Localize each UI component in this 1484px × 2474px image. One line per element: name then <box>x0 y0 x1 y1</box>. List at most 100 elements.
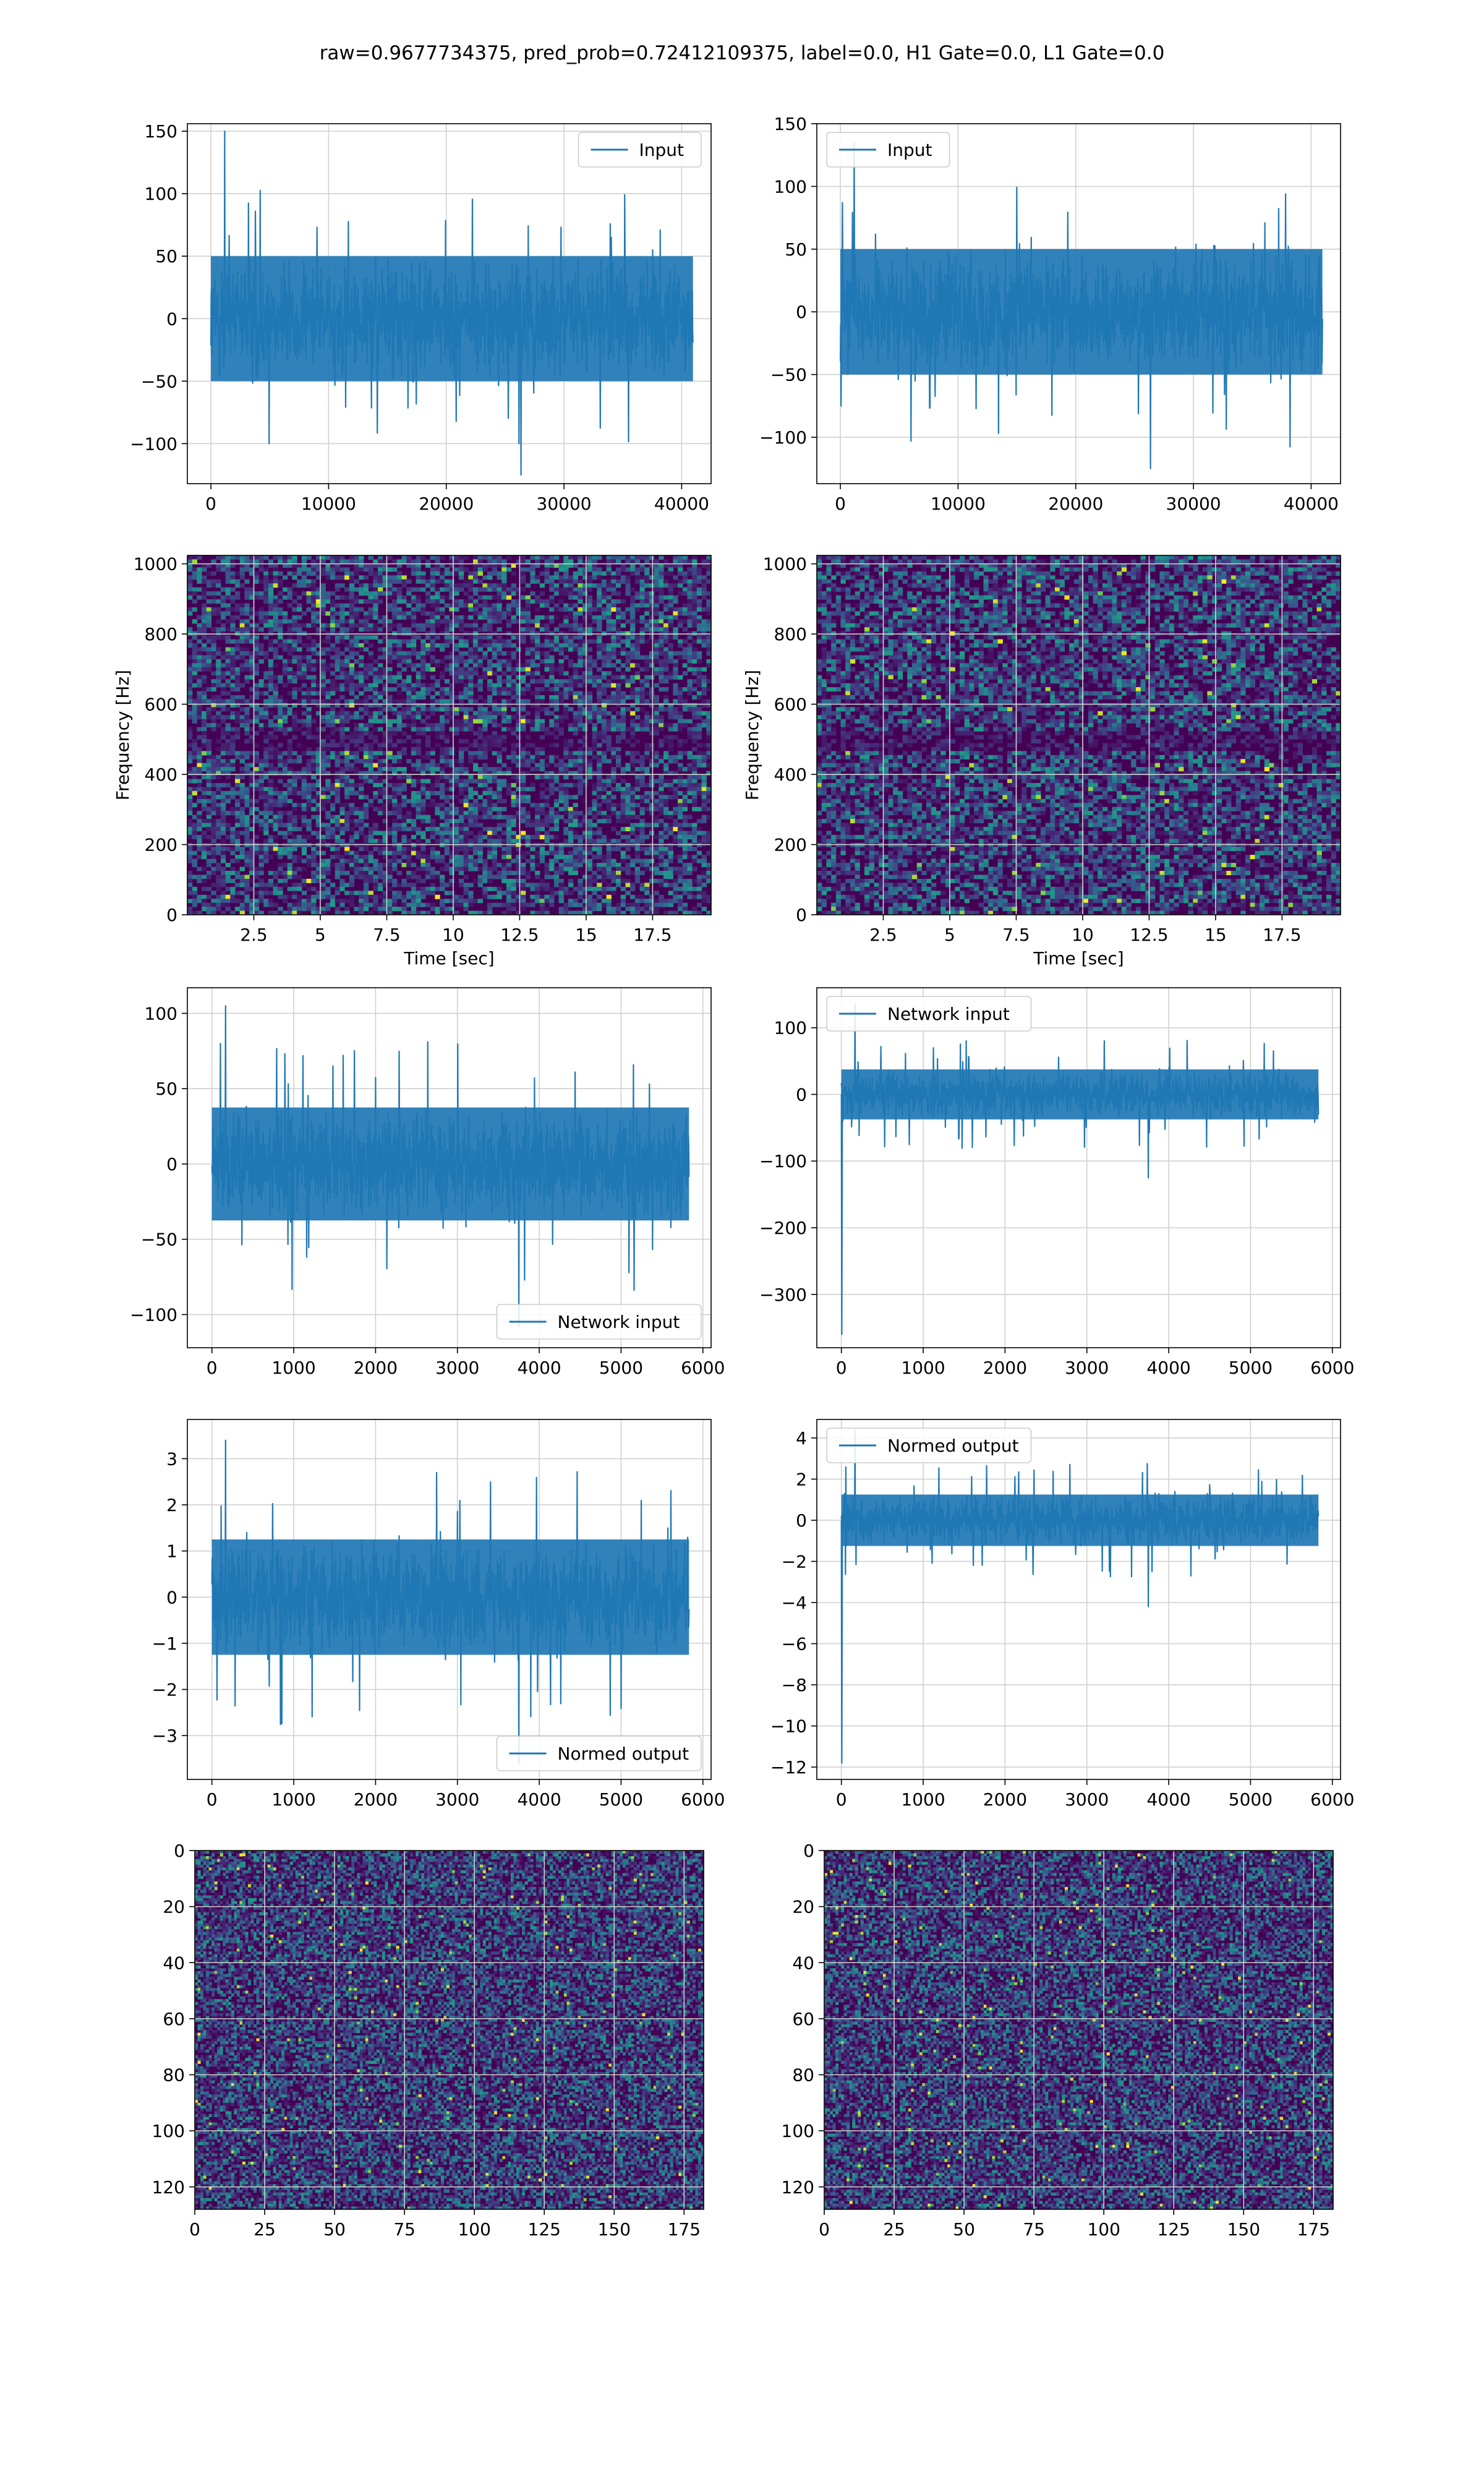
heatmap-cell <box>240 607 245 612</box>
heatmap-cell <box>344 715 349 719</box>
heatmap-cell <box>325 687 330 691</box>
heatmap-cell <box>202 767 207 771</box>
heatmap-cell <box>221 567 226 571</box>
heatmap-cell <box>425 755 430 760</box>
heatmap-cell <box>259 659 264 664</box>
heatmap-cell <box>554 763 559 768</box>
heatmap-cell <box>425 647 430 651</box>
heatmap-cell <box>344 815 349 820</box>
heatmap-cell <box>221 795 226 799</box>
heatmap-cell <box>307 759 312 763</box>
heatmap-cell <box>187 811 192 815</box>
heatmap-cell <box>640 727 645 732</box>
heatmap-cell <box>387 671 392 675</box>
heatmap-cell <box>440 751 445 755</box>
heatmap-cell <box>497 767 502 771</box>
heatmap-cell <box>568 615 573 620</box>
heatmap-cell <box>673 687 678 691</box>
heatmap-cell <box>387 755 392 760</box>
heatmap-cell <box>597 679 602 683</box>
heatmap-cell <box>330 599 335 604</box>
heatmap-cell <box>235 571 240 576</box>
heatmap-cell <box>663 803 668 807</box>
heatmap-cell <box>487 631 492 636</box>
heatmap-cell <box>607 683 612 688</box>
heatmap-cell <box>187 583 192 588</box>
heatmap-cell <box>644 723 649 727</box>
heatmap-cell <box>335 687 340 691</box>
heatmap-cell <box>602 611 607 615</box>
heatmap-cell <box>506 667 511 672</box>
heatmap-cell <box>221 811 226 815</box>
heatmap-cell <box>268 695 273 700</box>
series-band <box>840 249 1323 375</box>
heatmap-cell <box>511 683 516 688</box>
heatmap-cell <box>349 763 354 768</box>
heatmap-cell <box>288 675 292 680</box>
heatmap-cell <box>545 775 550 779</box>
heatmap-cell <box>226 691 231 695</box>
heatmap-cell <box>373 623 378 628</box>
heatmap-cell <box>454 607 459 612</box>
heatmap-cell <box>511 751 516 755</box>
heatmap-cell <box>445 719 450 724</box>
heatmap-cell <box>369 767 373 771</box>
heatmap-cell <box>369 663 373 667</box>
heatmap-cell <box>663 763 668 768</box>
heatmap-cell <box>197 555 202 560</box>
heatmap-cell <box>278 799 283 803</box>
heatmap-cell <box>511 655 516 659</box>
heatmap-cell <box>697 607 702 612</box>
heatmap-cell <box>187 779 192 784</box>
heatmap-cell <box>207 591 211 596</box>
heatmap-cell <box>501 807 506 811</box>
heatmap-cell <box>540 791 545 795</box>
heatmap-cell <box>616 787 621 791</box>
heatmap-cell <box>506 663 511 667</box>
heatmap-cell <box>692 588 697 592</box>
heatmap-cell <box>430 575 435 580</box>
heatmap-cell <box>226 667 231 672</box>
heatmap-cell <box>288 627 292 631</box>
heatmap-cell <box>435 603 440 607</box>
heatmap-cell <box>621 671 626 675</box>
heatmap-cell <box>473 643 478 648</box>
heatmap-cell <box>254 691 259 695</box>
y-tick-label: −50 <box>770 365 807 385</box>
heatmap-cell <box>663 687 668 691</box>
heatmap-cell <box>568 663 573 667</box>
heatmap-cell <box>578 588 582 592</box>
heatmap-cell <box>221 555 226 560</box>
heatmap-cell <box>568 583 573 588</box>
heatmap-cell <box>482 787 487 791</box>
heatmap-cell <box>435 803 440 807</box>
heatmap-cell <box>302 711 307 716</box>
heatmap-cell <box>364 711 369 716</box>
heatmap-cell <box>263 787 268 791</box>
heatmap-cell <box>311 615 316 620</box>
heatmap-cell <box>339 603 344 607</box>
heatmap-cell <box>283 727 288 732</box>
heatmap-cell <box>468 715 473 719</box>
heatmap-cell <box>511 791 516 795</box>
heatmap-cell <box>602 596 607 600</box>
heatmap-cell <box>278 655 283 659</box>
heatmap-cell <box>397 723 402 727</box>
heatmap-cell <box>187 559 192 563</box>
heatmap-cell <box>578 635 582 640</box>
heatmap-cell <box>578 591 582 596</box>
heatmap-cell <box>563 588 568 592</box>
heatmap-cell <box>459 707 464 711</box>
heatmap-cell <box>673 811 678 815</box>
heatmap-cell <box>197 811 202 815</box>
heatmap-cell <box>563 687 568 691</box>
heatmap-cell <box>235 799 240 803</box>
heatmap-cell <box>554 588 559 592</box>
heatmap-cell <box>568 743 573 747</box>
heatmap-cell <box>607 679 612 683</box>
heatmap-cell <box>611 575 616 580</box>
heatmap-cell <box>263 763 268 768</box>
heatmap-cell <box>563 623 568 628</box>
heatmap-cell <box>497 751 502 755</box>
heatmap-cell <box>554 727 559 732</box>
